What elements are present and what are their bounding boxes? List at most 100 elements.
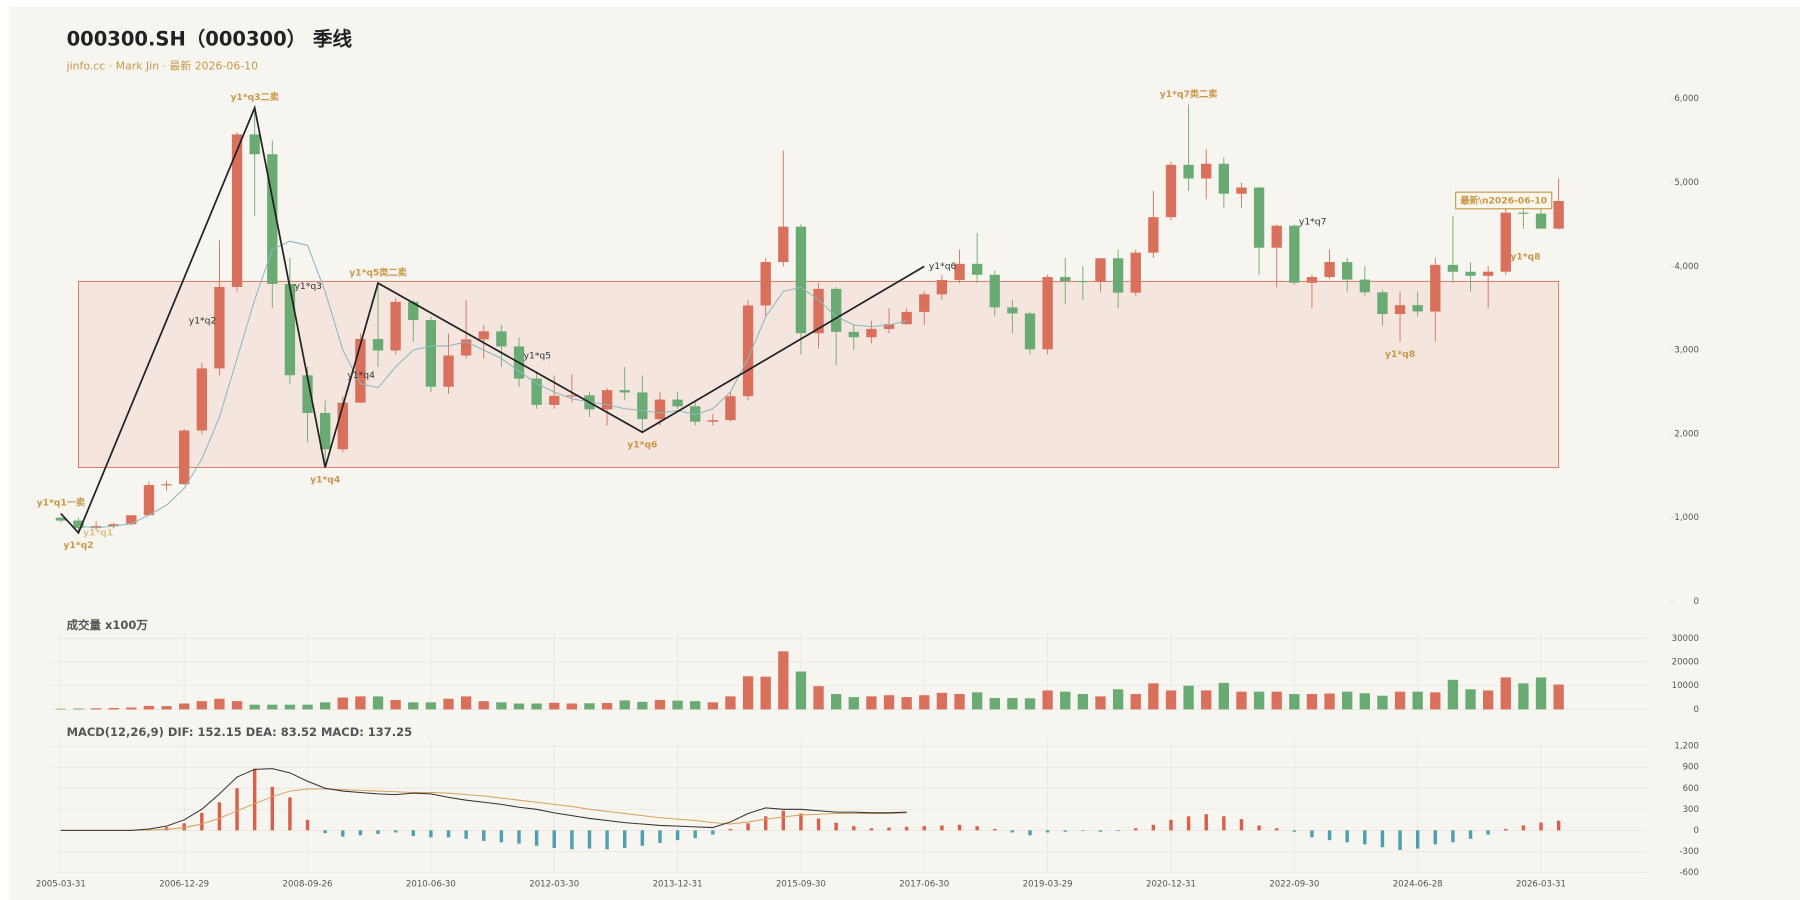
macd-bar <box>993 828 997 831</box>
volume-bar <box>795 671 807 710</box>
candle-body <box>302 375 313 413</box>
candle-body <box>1148 217 1159 253</box>
candle-body <box>179 430 190 485</box>
macd-bar <box>305 819 310 831</box>
candle-body <box>1130 252 1141 293</box>
candle-body <box>760 262 771 306</box>
candle-body <box>848 331 859 338</box>
y-tick-label: 1,000 <box>1674 513 1699 523</box>
volume-bar <box>1447 679 1459 710</box>
macd-bar <box>1116 830 1120 832</box>
macd-bar <box>781 810 786 831</box>
x-tick-label: 2005-03-31 <box>36 879 86 889</box>
y-tick-label: 1,200 <box>1674 742 1699 752</box>
macd-bar <box>693 830 697 839</box>
candle-body <box>725 396 736 421</box>
candle-body <box>1042 277 1053 350</box>
annotation: y1*q8 <box>1385 349 1415 360</box>
x-tick-label: 2010-06-30 <box>406 879 456 889</box>
x-tick-label: 2008-09-26 <box>283 879 333 889</box>
volume-bar <box>778 651 789 710</box>
volume-bar <box>637 701 648 710</box>
y-tick-label: 3,000 <box>1674 346 1699 356</box>
candle-body <box>337 402 348 450</box>
macd-bar <box>499 830 504 843</box>
candle-body <box>1518 212 1529 214</box>
volume-bar <box>954 694 965 710</box>
volume-bar <box>1024 698 1036 710</box>
candle-body <box>284 283 296 376</box>
volume-bar <box>267 704 278 710</box>
candle-body <box>637 392 648 420</box>
annotation: y1*q8 <box>1510 252 1540 263</box>
wave-line <box>60 104 925 535</box>
candle-body <box>1112 258 1124 293</box>
volume-bar <box>161 706 172 710</box>
macd-bar <box>429 830 433 838</box>
macd-bar <box>1310 830 1314 838</box>
candle-body <box>1289 225 1300 283</box>
chart-title: 000300.SH（000300） 季线 <box>67 28 353 51</box>
volume-bar <box>1112 689 1124 710</box>
macd-bar <box>235 788 239 831</box>
candle-body <box>971 263 983 275</box>
chart-subtitle: jinfo.cc · Mark Jin · 最新 2026-06-10 <box>66 59 259 73</box>
volume-bar <box>1218 682 1230 710</box>
volume-bar <box>760 676 771 710</box>
macd-bar <box>1204 814 1208 831</box>
volume-bar <box>1183 685 1194 710</box>
macd-bar <box>605 830 609 850</box>
volume-bar <box>1236 691 1247 710</box>
macd-bar <box>940 825 944 831</box>
volume-bar <box>1077 694 1089 710</box>
macd-bar <box>1010 830 1015 833</box>
volume-title: 成交量 x100万 <box>67 618 148 632</box>
y-tick-label: 20000 <box>1672 657 1699 667</box>
macd-bar <box>675 830 680 841</box>
volume-bar <box>1377 695 1388 710</box>
macd-bar <box>1169 819 1173 831</box>
candle-body <box>1183 164 1194 179</box>
candle-body <box>143 485 155 516</box>
volume-bar <box>725 696 736 710</box>
x-tick-label: 2026-03-31 <box>1516 879 1566 889</box>
candle-body <box>1535 213 1547 229</box>
volume-bar <box>143 705 155 710</box>
macd-bar <box>1468 830 1473 839</box>
dif-line <box>60 768 907 831</box>
macd-bar <box>622 830 627 848</box>
macd-bar <box>358 830 363 836</box>
volume-bar <box>813 686 824 710</box>
macd-bar <box>1327 830 1332 841</box>
candle-body <box>267 154 278 284</box>
dea-line <box>60 788 907 831</box>
candle-body <box>408 301 419 321</box>
volume-bar <box>284 704 296 710</box>
macd-bar <box>464 830 468 839</box>
candle-body <box>1271 225 1282 248</box>
y-tick-label: 6,000 <box>1674 94 1699 104</box>
volume-bar <box>619 700 630 710</box>
macd-bar <box>904 826 909 831</box>
candle-body <box>813 288 824 334</box>
annotation: y1*q1 <box>83 527 113 538</box>
macd-bar <box>1222 816 1226 831</box>
macd-bar <box>1239 819 1244 831</box>
macd-bar <box>1257 825 1261 831</box>
candle-body <box>1430 264 1441 312</box>
candle-body <box>654 399 666 420</box>
volume-bar <box>443 698 454 710</box>
candle-body <box>214 286 225 369</box>
volume-bar <box>831 694 842 710</box>
macd-bar <box>323 830 327 834</box>
macd-bar <box>1292 830 1297 832</box>
annotation: y1*q3二卖 <box>230 91 278 103</box>
candle-body <box>690 406 701 422</box>
macd-bar <box>587 830 592 849</box>
volume-bar <box>601 703 613 710</box>
candle-body <box>1165 164 1177 218</box>
candle-body <box>1412 305 1423 312</box>
y-tick-label: 30000 <box>1672 634 1699 644</box>
macd-bar <box>517 830 521 844</box>
volume-bar <box>73 708 84 710</box>
